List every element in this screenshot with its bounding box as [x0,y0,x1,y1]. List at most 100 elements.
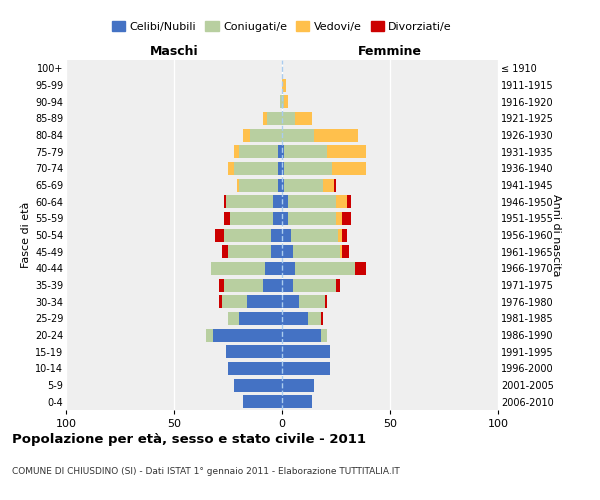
Bar [224,212,230,225]
Bar [282,262,295,275]
Bar [236,178,239,192]
Bar [226,345,282,358]
Bar [239,145,278,158]
Bar [271,245,282,258]
Bar [282,378,314,392]
Bar [239,178,278,192]
Bar [347,195,351,208]
Bar [220,295,221,308]
Bar [206,328,213,342]
Bar [226,195,274,208]
Bar [282,128,314,141]
Bar [343,245,349,258]
Bar [235,162,278,175]
Bar [289,212,336,225]
Bar [355,262,366,275]
Bar [336,212,343,225]
Bar [228,362,282,375]
Bar [221,295,247,308]
Bar [284,145,328,158]
Bar [282,162,284,175]
Bar [282,78,286,92]
Bar [282,245,293,258]
Bar [274,195,282,208]
Bar [343,228,347,241]
Bar [293,278,336,291]
Bar [328,145,366,158]
Y-axis label: Fasce di età: Fasce di età [20,202,31,268]
Bar [282,395,312,408]
Bar [220,278,224,291]
Bar [239,312,282,325]
Bar [282,328,321,342]
Text: Popolazione per età, sesso e stato civile - 2011: Popolazione per età, sesso e stato civil… [12,432,366,446]
Bar [282,345,329,358]
Bar [282,145,284,158]
Bar [299,295,325,308]
Bar [235,378,282,392]
Bar [289,195,336,208]
Legend: Celibi/Nubili, Coniugati/e, Vedovi/e, Divorziati/e: Celibi/Nubili, Coniugati/e, Vedovi/e, Di… [107,16,457,36]
Bar [280,95,282,108]
Bar [295,262,355,275]
Bar [278,145,282,158]
Text: Femmine: Femmine [358,46,422,59]
Bar [215,228,224,241]
Bar [336,278,340,291]
Bar [228,162,235,175]
Text: COMUNE DI CHIUSDINO (SI) - Dati ISTAT 1° gennaio 2011 - Elaborazione TUTTITALIA.: COMUNE DI CHIUSDINO (SI) - Dati ISTAT 1°… [12,468,400,476]
Bar [325,295,328,308]
Bar [282,362,329,375]
Bar [295,112,312,125]
Bar [340,245,343,258]
Bar [343,212,351,225]
Bar [308,312,321,325]
Bar [282,212,289,225]
Bar [228,312,239,325]
Bar [323,178,334,192]
Bar [271,228,282,241]
Bar [230,212,274,225]
Bar [334,178,336,192]
Bar [278,178,282,192]
Bar [228,245,271,258]
Bar [282,195,289,208]
Bar [263,278,282,291]
Bar [221,245,228,258]
Bar [338,228,343,241]
Bar [274,212,282,225]
Bar [263,112,267,125]
Bar [265,262,282,275]
Y-axis label: Anni di nascita: Anni di nascita [551,194,560,276]
Bar [282,312,308,325]
Bar [321,328,328,342]
Bar [243,395,282,408]
Bar [282,112,295,125]
Bar [250,128,282,141]
Bar [211,262,265,275]
Bar [290,228,338,241]
Bar [224,278,263,291]
Bar [332,162,366,175]
Bar [293,245,340,258]
Bar [284,178,323,192]
Bar [224,228,271,241]
Bar [224,195,226,208]
Bar [282,295,299,308]
Text: Maschi: Maschi [149,46,199,59]
Bar [213,328,282,342]
Bar [321,312,323,325]
Bar [278,162,282,175]
Bar [314,128,358,141]
Bar [282,178,284,192]
Bar [282,95,284,108]
Bar [247,295,282,308]
Bar [282,278,293,291]
Bar [284,162,332,175]
Bar [235,145,239,158]
Bar [336,195,347,208]
Bar [282,228,290,241]
Bar [267,112,282,125]
Bar [284,95,289,108]
Bar [243,128,250,141]
